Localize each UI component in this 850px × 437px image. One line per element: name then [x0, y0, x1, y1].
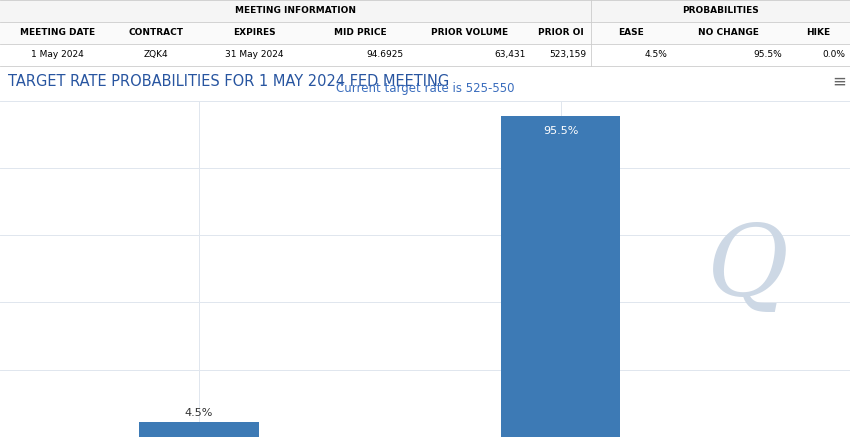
Text: 523,159: 523,159 — [549, 50, 586, 59]
Bar — [0, 22, 850, 44]
Title: Current target rate is 525-550: Current target rate is 525-550 — [336, 82, 514, 95]
Bar — [501, 116, 620, 437]
Text: PRIOR VOLUME: PRIOR VOLUME — [431, 28, 507, 37]
Text: 31 May 2024: 31 May 2024 — [225, 50, 284, 59]
Text: 4.5%: 4.5% — [644, 50, 667, 59]
Text: 1 May 2024: 1 May 2024 — [31, 50, 84, 59]
Text: 4.5%: 4.5% — [184, 408, 213, 418]
Text: 95.5%: 95.5% — [543, 126, 578, 136]
Bar — [0, 0, 591, 22]
Text: TARGET RATE PROBABILITIES FOR 1 MAY 2024 FED MEETING: TARGET RATE PROBABILITIES FOR 1 MAY 2024… — [8, 74, 450, 89]
Bar — [0, 44, 850, 66]
Text: CONTRACT: CONTRACT — [128, 28, 184, 37]
Text: MEETING INFORMATION: MEETING INFORMATION — [235, 7, 356, 15]
Text: 0.0%: 0.0% — [823, 50, 846, 59]
Text: PROBABILITIES: PROBABILITIES — [682, 7, 759, 15]
Text: ZQK4: ZQK4 — [144, 50, 168, 59]
Bar — [139, 422, 258, 437]
Text: 95.5%: 95.5% — [753, 50, 782, 59]
Text: MEETING DATE: MEETING DATE — [20, 28, 95, 37]
Text: MID PRICE: MID PRICE — [334, 28, 386, 37]
Text: 63,431: 63,431 — [495, 50, 526, 59]
Text: HIKE: HIKE — [806, 28, 830, 37]
Text: NO CHANGE: NO CHANGE — [699, 28, 759, 37]
Text: EXPIRES: EXPIRES — [233, 28, 276, 37]
Bar — [591, 0, 850, 22]
Text: PRIOR OI: PRIOR OI — [538, 28, 583, 37]
Text: ≡: ≡ — [832, 72, 846, 90]
Text: EASE: EASE — [618, 28, 644, 37]
Text: Q: Q — [707, 221, 789, 316]
Text: 94.6925: 94.6925 — [366, 50, 404, 59]
